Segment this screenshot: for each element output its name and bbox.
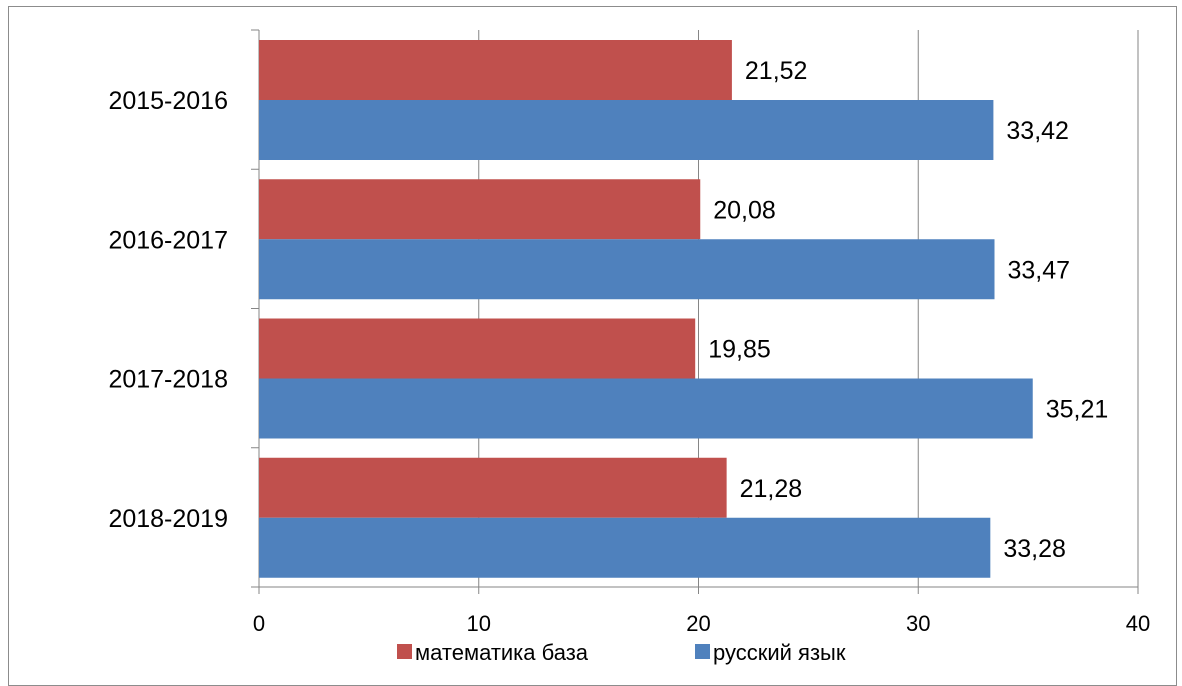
legend-swatch-russian [695, 644, 710, 659]
category-label: 2018-2019 [108, 505, 228, 533]
x-tick-label: 30 [906, 611, 930, 636]
data-label: 20,08 [713, 196, 776, 224]
data-label: 33,28 [1003, 535, 1066, 563]
horizontal-bar-chart: 0 10 20 30 40 2015-2016 21,52 33,42 2016-2017 20,… [108, 29, 1150, 665]
bar-russian [259, 239, 995, 300]
bar-math [259, 40, 732, 100]
legend-label: математика база [415, 640, 589, 665]
data-label: 19,85 [708, 336, 771, 364]
category-label: 2015-2016 [108, 87, 228, 115]
legend-swatch-math [397, 644, 412, 659]
bar-russian [259, 100, 994, 160]
bar-math [259, 457, 727, 518]
x-tick-label: 10 [467, 611, 491, 636]
bar-math [259, 318, 696, 379]
data-label: 33,42 [1006, 117, 1069, 145]
x-tick-label: 20 [686, 611, 710, 636]
data-label: 35,21 [1046, 396, 1109, 424]
legend-label: русский язык [713, 640, 846, 665]
data-label: 21,28 [740, 475, 803, 503]
bar-russian [259, 517, 991, 578]
bar-russian [259, 378, 1033, 439]
bar-math [259, 179, 701, 240]
x-tick-label: 40 [1126, 611, 1150, 636]
category-label: 2016-2017 [108, 226, 228, 254]
category-label: 2017-2018 [108, 366, 228, 394]
data-label: 33,47 [1008, 256, 1071, 284]
data-label: 21,52 [745, 57, 808, 85]
x-tick-label: 0 [253, 611, 265, 636]
